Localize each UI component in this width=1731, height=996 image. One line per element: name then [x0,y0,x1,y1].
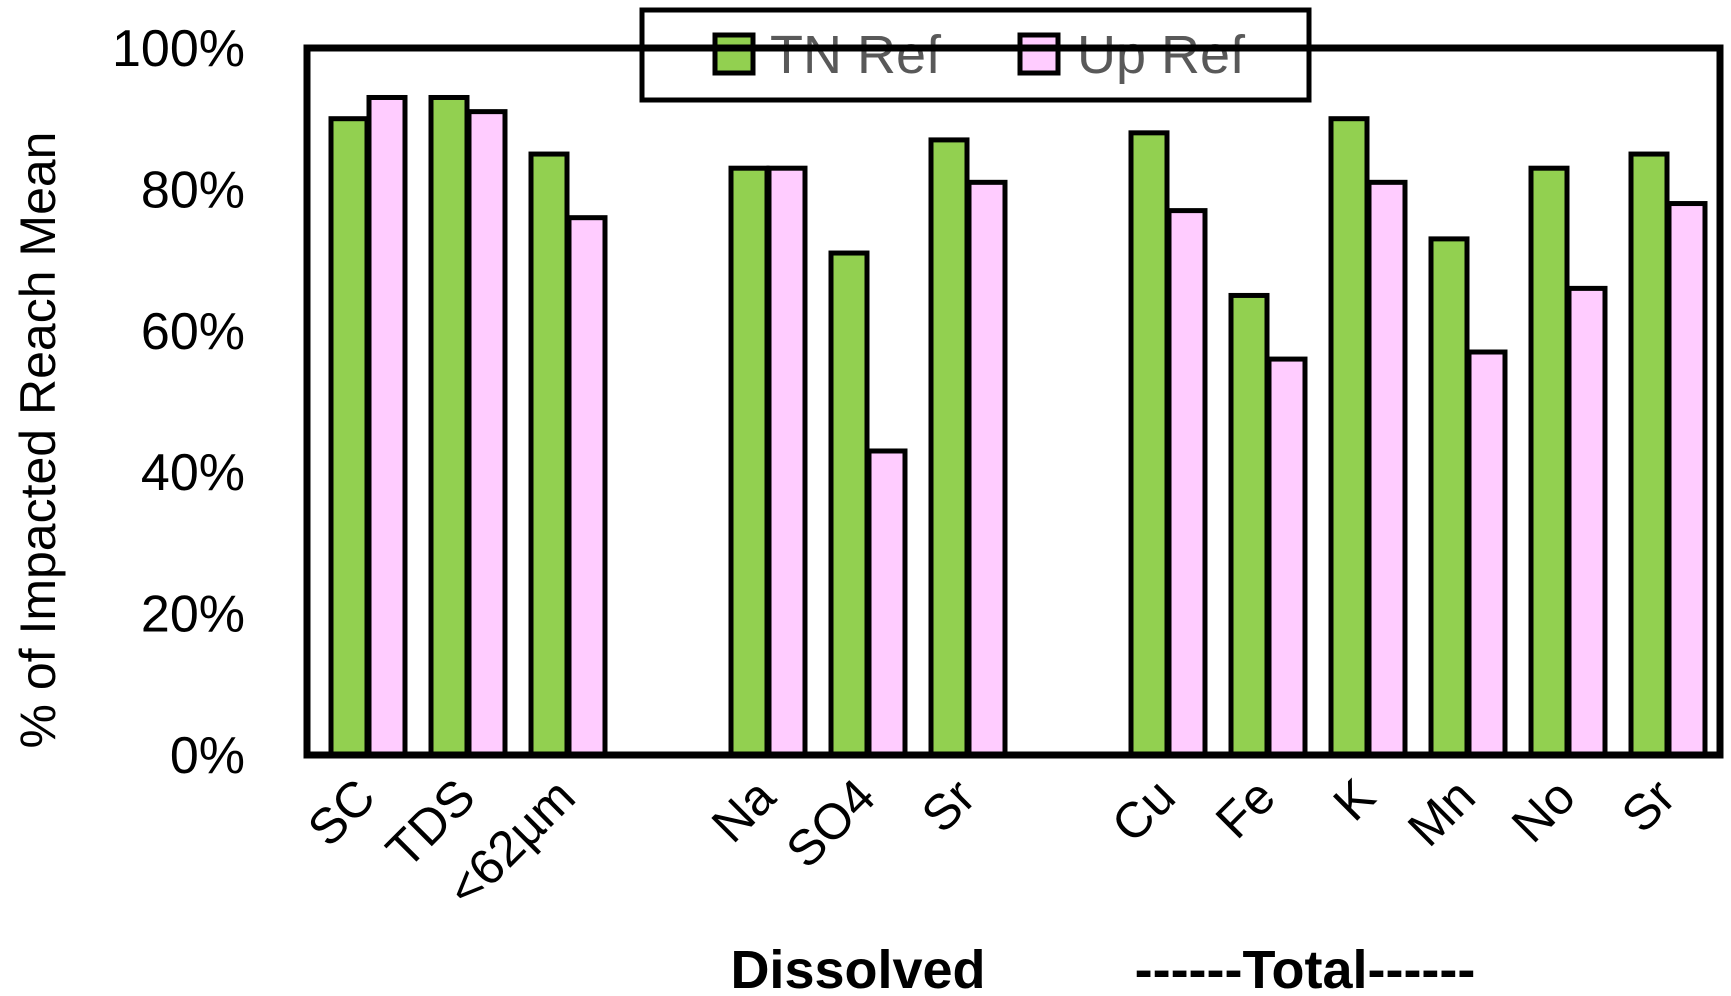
group-labels: Dissolved ------Total------ [730,940,1475,996]
y-tick-label: 40% [141,444,245,502]
x-tick-label: Mn [1397,768,1486,857]
x-tick-label: No [1501,768,1586,853]
bar-tn-ref [1228,292,1270,758]
bar-tn-ref [1628,151,1670,758]
bar-tn-ref [728,165,770,758]
y-tick-label: 0% [170,727,245,785]
bar-tn-ref [328,116,370,758]
bar-up-ref [1466,349,1508,758]
bar-up-ref [366,94,408,758]
x-tick-label: Fe [1205,768,1286,849]
x-tick-label: SC [297,768,386,857]
bar-up-ref [1266,356,1308,758]
legend-label: TN Ref [770,25,942,85]
bar-up-ref [1166,208,1208,758]
bar-up-ref [1366,179,1408,758]
bar-tn-ref [1328,116,1370,758]
bar-tn-ref [828,250,870,758]
x-tick-label: Sr [1611,768,1686,843]
bar-tn-ref [528,151,570,758]
bar-tn-ref [1128,130,1170,758]
y-axis-label: % of Impacted Reach Mean [10,132,66,749]
bars-layer [328,94,1708,758]
group-label: ------Total------ [1135,940,1476,996]
x-tick-label: Sr [911,768,986,843]
x-tick-label: Na [701,768,786,853]
bar-up-ref [966,179,1008,758]
bar-up-ref [766,165,808,758]
bar-up-ref [866,448,908,758]
legend: TN Ref Up Ref [639,7,1312,103]
y-tick-label: 60% [141,303,245,361]
legend-label: Up Ref [1077,25,1246,85]
bar-up-ref [466,109,508,758]
bar-tn-ref [1428,236,1470,758]
bar-up-ref [1666,201,1708,758]
group-label: Dissolved [730,940,985,996]
legend-swatch [1017,32,1061,76]
x-tick-label: SO4 [775,768,885,878]
bar-tn-ref [928,137,970,758]
y-tick-label: 80% [141,161,245,219]
bar-up-ref [566,215,608,758]
y-axis-ticks: 0% 20% 40% 60% 80% 100% [112,20,245,785]
plot-frame [303,44,1724,759]
x-tick-label: Cu [1101,768,1186,853]
x-tick-label: K [1323,768,1386,831]
bar-up-ref [1566,285,1608,758]
y-tick-label: 20% [141,586,245,644]
bar-tn-ref [428,94,470,758]
bar-tn-ref [1528,165,1570,758]
legend-swatch [712,32,756,76]
y-tick-label: 100% [112,20,245,78]
